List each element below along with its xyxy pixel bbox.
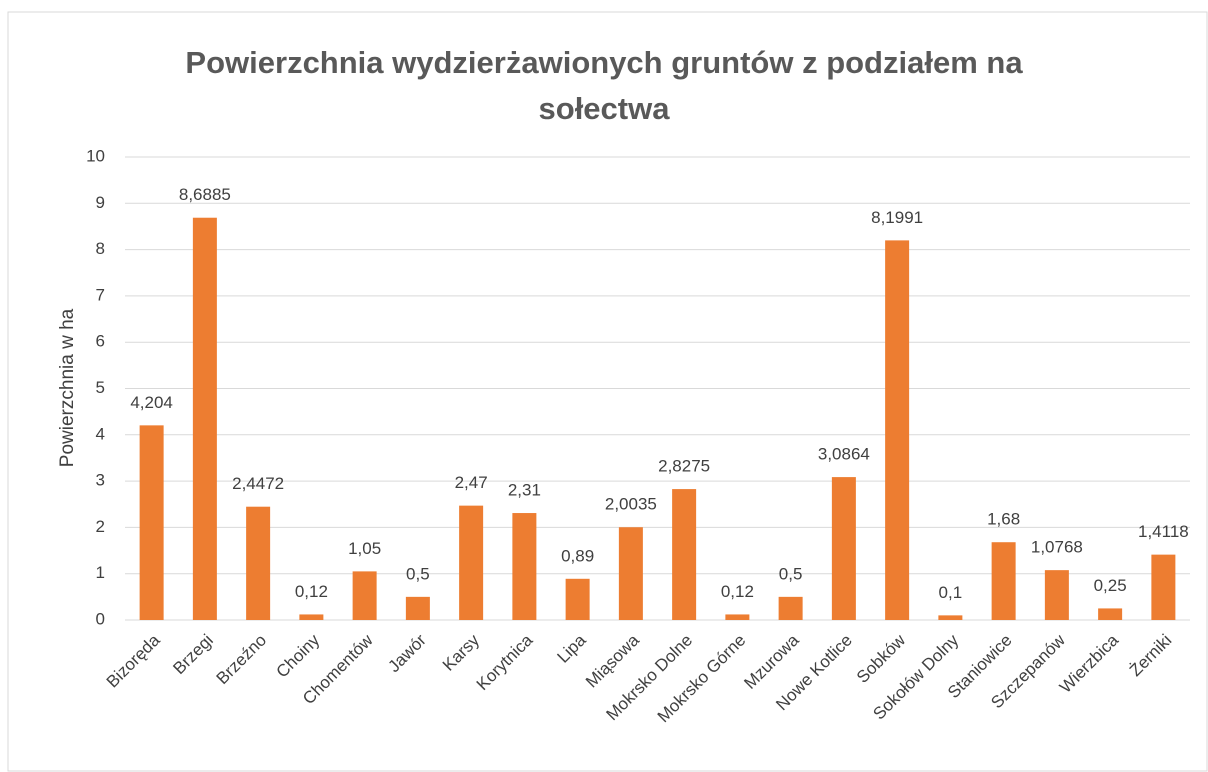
chart-border xyxy=(7,11,1208,772)
bar xyxy=(831,477,856,620)
bar xyxy=(938,615,963,620)
y-axis-label: Powierzchnia w ha xyxy=(57,308,78,467)
x-tick-label: Jawór xyxy=(384,630,430,676)
data-label: 1,4118 xyxy=(1138,522,1189,541)
y-tick-label: 4 xyxy=(96,424,105,443)
data-label: 2,8275 xyxy=(658,457,710,476)
x-tick-label: Lipa xyxy=(553,630,590,667)
bar xyxy=(405,596,430,620)
data-label: 8,1991 xyxy=(871,208,923,227)
bar xyxy=(1044,570,1069,620)
bar xyxy=(1098,608,1123,620)
y-tick-label: 10 xyxy=(86,146,105,165)
bar xyxy=(565,578,590,620)
bar xyxy=(299,614,324,620)
data-label: 3,0864 xyxy=(818,445,870,464)
bar xyxy=(352,571,377,620)
y-tick-label: 5 xyxy=(96,378,105,397)
x-tick-label: Karsy xyxy=(439,630,484,675)
x-tick-label: Bizoręda xyxy=(103,630,164,691)
y-tick-label: 1 xyxy=(96,563,105,582)
data-label: 0,12 xyxy=(721,582,754,601)
bar xyxy=(885,240,910,621)
bar xyxy=(1151,554,1176,620)
y-tick-label: 0 xyxy=(96,609,105,628)
data-label: 2,47 xyxy=(455,473,488,492)
x-tick-label: Korytnica xyxy=(473,630,537,694)
y-tick-label: 3 xyxy=(96,471,105,490)
x-tick-label: Brzeźno xyxy=(213,631,271,689)
bar xyxy=(991,542,1016,620)
data-label: 2,0035 xyxy=(605,495,657,514)
y-tick-label: 8 xyxy=(96,239,105,258)
data-label: 2,4472 xyxy=(232,474,284,493)
data-label: 1,68 xyxy=(987,510,1020,529)
data-label: 1,05 xyxy=(348,539,381,558)
data-label: 0,5 xyxy=(406,564,430,583)
data-label: 8,6885 xyxy=(179,185,231,204)
x-tick-label: Brzegi xyxy=(169,631,217,679)
bar xyxy=(778,596,803,620)
bar xyxy=(192,217,217,620)
data-label: 0,12 xyxy=(295,582,328,601)
data-label: 2,31 xyxy=(508,481,541,500)
bar xyxy=(512,513,537,620)
chart-title: Powierzchnia wydzierżawionych gruntów z … xyxy=(185,45,1023,126)
data-label: 0,89 xyxy=(561,546,594,565)
bar xyxy=(459,505,484,620)
y-tick-label: 6 xyxy=(96,332,105,351)
bar xyxy=(246,506,271,620)
x-tick-label: Wierzbica xyxy=(1056,630,1123,697)
bar xyxy=(139,425,164,620)
x-tick-label: Żerniki xyxy=(1126,631,1176,681)
bar xyxy=(618,527,643,620)
y-tick-label: 9 xyxy=(96,193,105,212)
bar xyxy=(672,489,697,620)
data-label: 0,1 xyxy=(939,583,963,602)
x-tick-label: Choiny xyxy=(273,630,324,681)
data-label: 0,5 xyxy=(779,564,803,583)
data-label: 4,204 xyxy=(130,393,173,412)
bar xyxy=(725,614,750,620)
data-label: 0,25 xyxy=(1094,576,1127,595)
y-tick-label: 2 xyxy=(96,517,105,536)
y-tick-label: 7 xyxy=(96,285,105,304)
data-label: 1,0768 xyxy=(1031,538,1083,557)
